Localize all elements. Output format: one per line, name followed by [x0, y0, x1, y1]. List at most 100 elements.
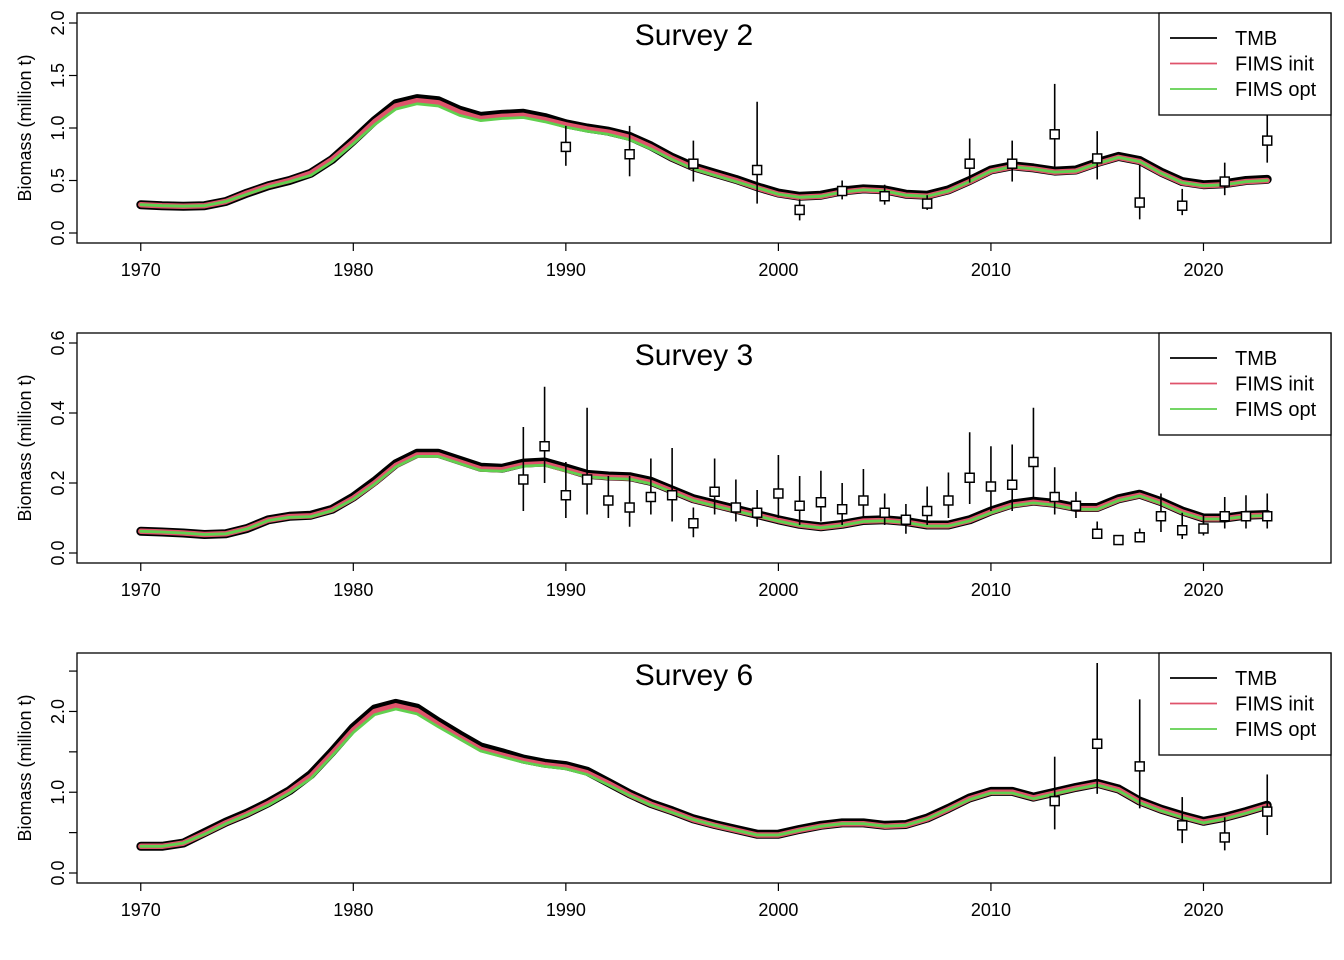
observation-point	[709, 486, 720, 497]
legend-label: FIMS init	[1235, 54, 1314, 76]
observation-point	[1261, 135, 1273, 146]
observation-point	[688, 158, 699, 169]
legend-label: TMB	[1235, 28, 1277, 50]
observation-point	[815, 497, 827, 508]
observation-point	[773, 488, 784, 499]
y-tick-label: 0.4	[48, 400, 68, 425]
observation-point	[985, 481, 997, 492]
observation-point	[921, 505, 933, 517]
x-tick-label: 2020	[1183, 900, 1223, 920]
observation-point	[1006, 158, 1018, 169]
x-tick-label: 1980	[333, 900, 373, 920]
observation-point	[581, 474, 593, 485]
x-tick-label: 2010	[971, 580, 1011, 600]
observation-point	[560, 490, 572, 501]
x-tick-label: 1980	[333, 260, 373, 280]
observation-point	[1176, 525, 1188, 536]
observation-point	[1134, 532, 1145, 543]
observation-point	[836, 504, 848, 515]
plot-frame	[76, 652, 1332, 884]
x-tick-label: 2020	[1183, 580, 1223, 600]
y-tick-label: 0.0	[48, 540, 68, 565]
x-tick-label: 1990	[546, 260, 586, 280]
observation-point	[1113, 534, 1124, 546]
x-tick-label: 1970	[121, 260, 161, 280]
legend-label: FIMS init	[1235, 374, 1314, 396]
observation-point	[1261, 806, 1273, 817]
y-axis-label: Biomass (million t)	[15, 374, 35, 521]
fims-opt-line	[139, 102, 1269, 208]
observation-point	[1049, 129, 1060, 140]
legend-label: FIMS opt	[1235, 719, 1317, 741]
observation-point	[964, 158, 975, 169]
x-tick-label: 1990	[546, 900, 586, 920]
observation-point	[879, 191, 890, 202]
y-tick-label: 1.0	[48, 780, 68, 805]
observation-point	[560, 141, 572, 153]
observation-point	[1261, 511, 1273, 522]
y-tick-label: 1.5	[48, 63, 68, 88]
y-axis-label: Biomass (million t)	[15, 54, 35, 201]
y-tick-label: 2.0	[48, 10, 68, 35]
x-tick-label: 2020	[1183, 260, 1223, 280]
y-tick-label: 0.6	[48, 330, 68, 355]
observation-point	[879, 507, 890, 518]
x-tick-label: 1980	[333, 580, 373, 600]
x-tick-label: 2000	[758, 580, 798, 600]
observation-point	[1006, 479, 1018, 490]
legend-label: FIMS opt	[1235, 79, 1317, 101]
observation-point	[624, 149, 635, 160]
panel-title: Survey 2	[635, 19, 753, 52]
x-tick-label: 2010	[971, 900, 1011, 920]
observation-point	[730, 502, 742, 513]
observation-point	[836, 185, 848, 197]
observation-point	[1134, 761, 1145, 772]
observation-point	[900, 514, 912, 525]
panel-survey-1: Survey 2 1970 1980 1990 2000 2010 2020 0.0 0.5 1.…	[15, 10, 1332, 280]
observation-point	[624, 502, 635, 513]
observation-point	[539, 441, 550, 452]
observation-point	[1219, 511, 1230, 522]
fims-init-line	[138, 703, 1270, 850]
legend: TMB FIMS init FIMS opt	[1158, 12, 1332, 116]
tmb-line	[136, 94, 1272, 211]
observation-point	[603, 495, 614, 506]
x-tick-label: 1970	[121, 580, 161, 600]
fims-init-line	[138, 452, 1270, 538]
observation-point	[751, 507, 763, 518]
observation-point	[943, 495, 954, 506]
observation-point	[1240, 511, 1252, 522]
x-tick-label: 1990	[546, 580, 586, 600]
y-tick-label: 0.2	[48, 470, 68, 495]
panel-title: Survey 3	[635, 339, 753, 372]
plot-frame	[76, 332, 1332, 564]
observation-point	[1049, 795, 1060, 807]
panel-survey-3: Survey 6 1970 1980 1990 2000 2010 2020 0.0 1.0 2.…	[15, 652, 1332, 920]
x-tick-label: 2000	[758, 260, 798, 280]
y-tick-label: 0.0	[48, 220, 68, 245]
fims-opt-line	[139, 454, 1269, 536]
observation-point	[921, 198, 933, 209]
observation-point	[858, 495, 869, 506]
y-axis-label: Biomass (million t)	[15, 694, 35, 841]
observation-point	[1028, 456, 1039, 468]
observation-point	[645, 491, 657, 503]
observation-point	[1176, 200, 1188, 211]
observation-point	[518, 474, 529, 485]
observation-point	[1134, 197, 1145, 208]
observation-point	[794, 204, 805, 216]
y-tick-label: 0.5	[48, 168, 68, 193]
observation-point	[1176, 820, 1188, 831]
legend-label: FIMS init	[1235, 694, 1314, 716]
y-tick-label: 1.0	[48, 115, 68, 140]
x-tick-label: 2010	[971, 260, 1011, 280]
observation-point	[1219, 176, 1230, 187]
legend: TMB FIMS init FIMS opt	[1158, 332, 1332, 436]
observation-point	[1091, 528, 1103, 539]
observation-point	[1049, 491, 1060, 503]
panel-title: Survey 6	[635, 659, 753, 692]
observation-point	[1198, 523, 1209, 534]
y-tick-label: 2.0	[48, 699, 68, 724]
panel-survey-2: Survey 3 1970 1980 1990 2000 2010 2020 0.0 0.2 0.…	[15, 330, 1332, 600]
